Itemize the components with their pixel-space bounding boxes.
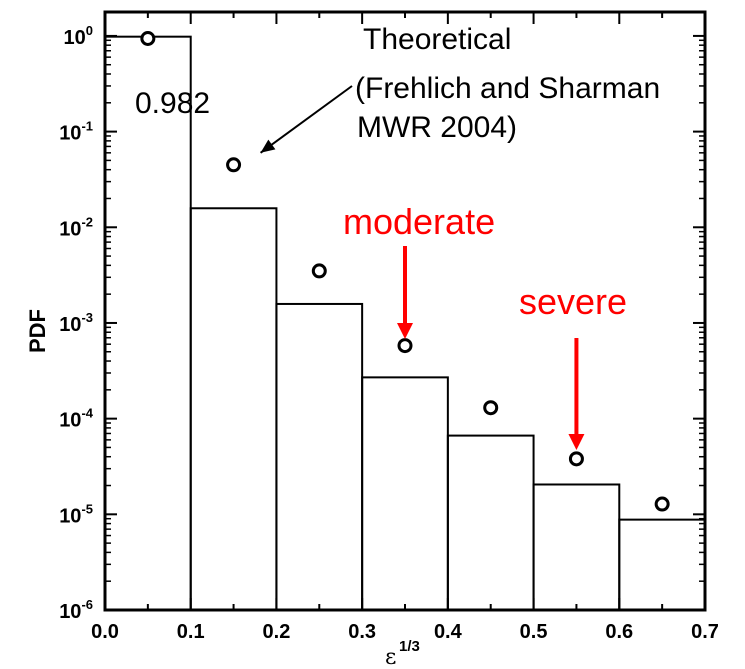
theoretical-point-5 bbox=[483, 400, 499, 416]
histogram-bar-5 bbox=[446, 434, 535, 612]
y-tick-label: 100 bbox=[64, 23, 93, 49]
x-tick-label: 0.1 bbox=[177, 621, 205, 643]
theoretical-point-2 bbox=[226, 157, 242, 173]
x-tick-label: 0.2 bbox=[263, 621, 291, 643]
theoretical-arrow-line bbox=[259, 85, 353, 154]
y-tick-label: 10-6 bbox=[59, 597, 93, 623]
x-axis-title: ε 1/3 bbox=[385, 638, 420, 669]
x-axis-title-base: ε bbox=[385, 645, 396, 669]
histogram-bar-4 bbox=[361, 376, 449, 612]
moderate-label: moderate bbox=[343, 201, 495, 242]
plot-area: 0.0 0.1 0.2 0.3 0.4 0.5 0.6 0.7 100 10-1 10-2 10-3 1… bbox=[59, 10, 719, 643]
theoretical-point-1 bbox=[140, 30, 156, 46]
theoretical-arrow-head bbox=[260, 139, 276, 153]
y-axis-title: PDF bbox=[25, 309, 50, 353]
y-tick-label: 10-5 bbox=[59, 501, 93, 527]
y-tick-label: 10-3 bbox=[59, 310, 93, 336]
theoretical-label-line-1: Theoretical bbox=[363, 23, 511, 56]
severe-label: severe bbox=[519, 281, 627, 322]
y-tick-label: 10-1 bbox=[59, 119, 93, 145]
severe-arrow-head bbox=[568, 434, 585, 450]
x-tick-label: 0.6 bbox=[605, 621, 633, 643]
theoretical-label-line-2: (Frehlich and Sharman bbox=[355, 72, 660, 105]
histogram-bar-1 bbox=[104, 35, 192, 612]
y-tick-label: 10-4 bbox=[59, 406, 94, 432]
theoretical-point-6 bbox=[568, 451, 584, 467]
histogram-bar-2 bbox=[189, 207, 278, 611]
theoretical-label-line-3: MWR 2004) bbox=[357, 111, 517, 144]
x-tick-label: 0.4 bbox=[434, 621, 463, 643]
histogram-bar-7 bbox=[618, 518, 706, 611]
x-axis-title-sup: 1/3 bbox=[399, 638, 420, 655]
x-tick-label: 0.0 bbox=[91, 621, 119, 643]
x-tick-label: 0.7 bbox=[691, 621, 719, 643]
histogram-bar-3 bbox=[275, 302, 364, 611]
moderate-arrow-head bbox=[397, 323, 413, 339]
annotations: 0.982 Theoretical (Frehlich and Sharman … bbox=[135, 23, 660, 450]
theoretical-point-4 bbox=[397, 338, 413, 354]
histogram-bar-6 bbox=[532, 483, 621, 611]
x-tick-label: 0.3 bbox=[348, 621, 376, 643]
first-bin-value-label: 0.982 bbox=[135, 87, 210, 120]
y-tick-label: 10-2 bbox=[59, 214, 93, 240]
svg-text:PDF: PDF bbox=[25, 309, 50, 353]
theoretical-point-7 bbox=[654, 496, 670, 512]
theoretical-point-3 bbox=[311, 263, 327, 279]
x-tick-label: 0.5 bbox=[520, 621, 548, 643]
